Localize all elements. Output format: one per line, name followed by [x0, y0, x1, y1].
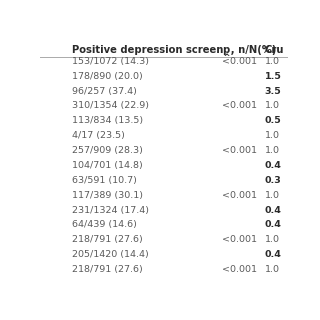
Text: 205/1420 (14.4): 205/1420 (14.4) — [72, 250, 149, 259]
Text: Positive depression screen‸, n/N(%): Positive depression screen‸, n/N(%) — [72, 45, 276, 56]
Text: 0.4: 0.4 — [264, 161, 281, 170]
Text: 0.4: 0.4 — [264, 220, 281, 229]
Text: 104/701 (14.8): 104/701 (14.8) — [72, 161, 143, 170]
Text: <0.001: <0.001 — [222, 101, 257, 110]
Text: 1.0: 1.0 — [264, 191, 279, 200]
Text: 113/834 (13.5): 113/834 (13.5) — [72, 116, 143, 125]
Text: <0.001: <0.001 — [222, 57, 257, 66]
Text: <0.001: <0.001 — [222, 191, 257, 200]
Text: 1.0: 1.0 — [264, 57, 279, 66]
Text: 117/389 (30.1): 117/389 (30.1) — [72, 191, 143, 200]
Text: 153/1072 (14.3): 153/1072 (14.3) — [72, 57, 149, 66]
Text: 0.3: 0.3 — [264, 176, 281, 185]
Text: 96/257 (37.4): 96/257 (37.4) — [72, 87, 137, 96]
Text: 231/1324 (17.4): 231/1324 (17.4) — [72, 205, 149, 214]
Text: <0.001: <0.001 — [222, 146, 257, 155]
Text: 1.5: 1.5 — [264, 72, 281, 81]
Text: 4/17 (23.5): 4/17 (23.5) — [72, 131, 125, 140]
Text: <0.001: <0.001 — [222, 235, 257, 244]
Text: 218/791 (27.6): 218/791 (27.6) — [72, 235, 143, 244]
Text: 257/909 (28.3): 257/909 (28.3) — [72, 146, 143, 155]
Text: Cru: Cru — [264, 45, 284, 55]
Text: 63/591 (10.7): 63/591 (10.7) — [72, 176, 137, 185]
Text: 1.0: 1.0 — [264, 235, 279, 244]
Text: 1.0: 1.0 — [264, 265, 279, 274]
Text: 310/1354 (22.9): 310/1354 (22.9) — [72, 101, 149, 110]
Text: 0.5: 0.5 — [264, 116, 281, 125]
Text: 1.0: 1.0 — [264, 131, 279, 140]
Text: p: p — [222, 45, 229, 55]
Text: 178/890 (20.0): 178/890 (20.0) — [72, 72, 143, 81]
Text: 1.0: 1.0 — [264, 146, 279, 155]
Text: 0.4: 0.4 — [264, 205, 281, 214]
Text: 64/439 (14.6): 64/439 (14.6) — [72, 220, 137, 229]
Text: 0.4: 0.4 — [264, 250, 281, 259]
Text: <0.001: <0.001 — [222, 265, 257, 274]
Text: 218/791 (27.6): 218/791 (27.6) — [72, 265, 143, 274]
Text: 3.5: 3.5 — [264, 87, 281, 96]
Text: 1.0: 1.0 — [264, 101, 279, 110]
